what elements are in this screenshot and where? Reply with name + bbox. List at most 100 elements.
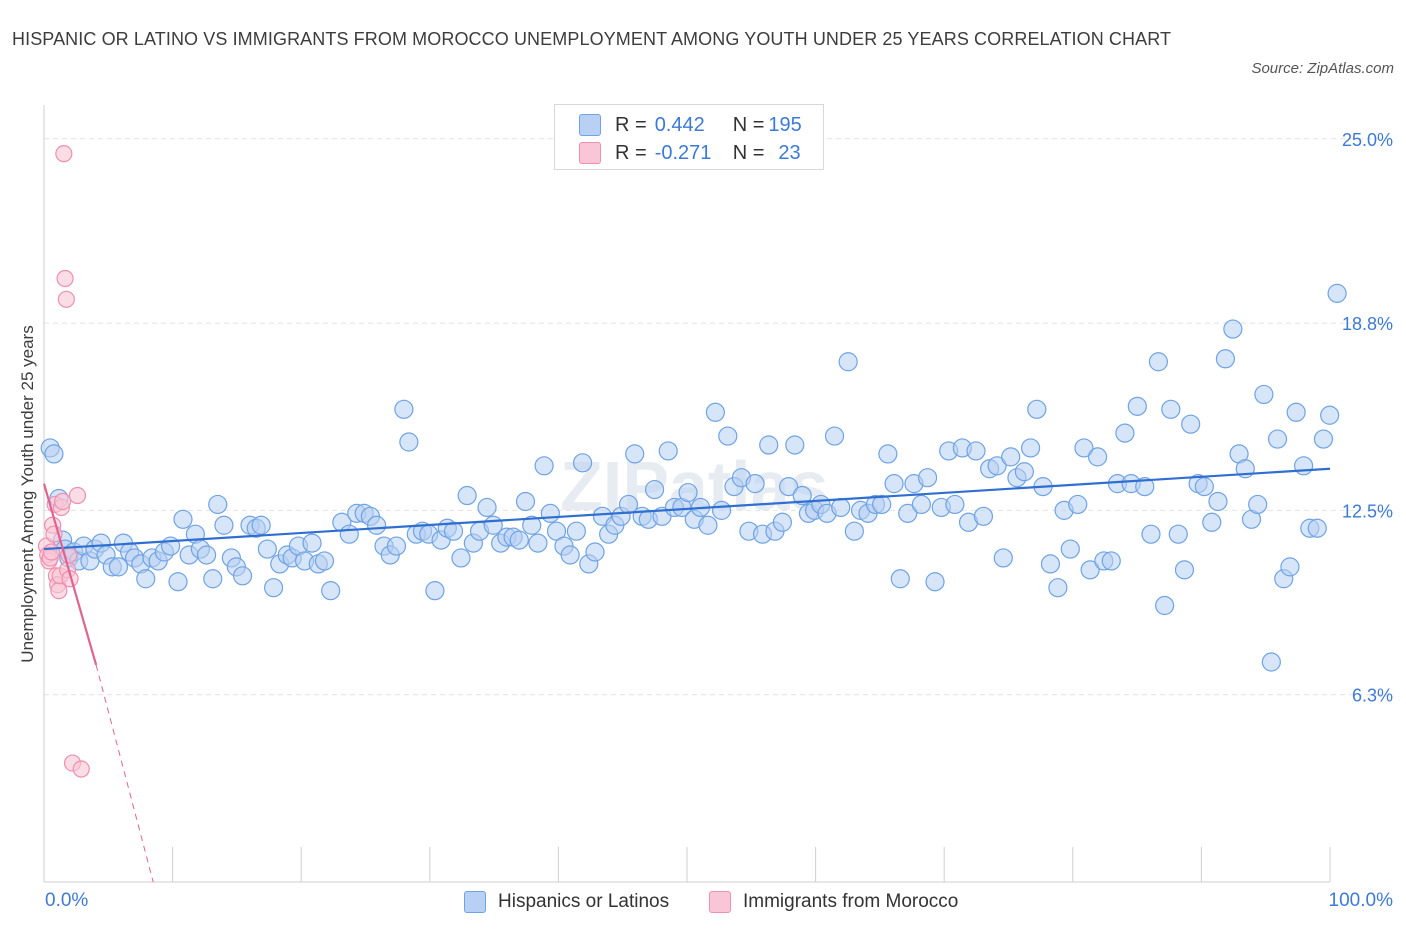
grid-lines <box>44 138 1394 696</box>
legend-item-hispanics: Hispanics or Latinos <box>464 888 669 916</box>
data-point-hispanics <box>386 536 407 556</box>
data-point-hispanics <box>451 548 471 568</box>
data-point-hispanics <box>1194 477 1214 497</box>
data-point-hispanics <box>1014 462 1034 482</box>
data-point-morocco <box>42 543 61 561</box>
data-point-hispanics <box>457 485 477 506</box>
x-tick-label-min: 0.0% <box>45 890 89 911</box>
data-point-morocco <box>55 145 73 163</box>
data-point-hispanics <box>214 515 234 535</box>
legend-swatch-pink <box>579 142 601 164</box>
y-tick-label: 6.3% <box>1352 686 1393 706</box>
data-point-hispanics <box>1248 494 1268 515</box>
series-hispanics-points <box>40 283 1347 672</box>
data-point-hispanics <box>884 474 904 494</box>
data-point-hispanics <box>1181 414 1201 434</box>
data-point-hispanics <box>136 569 156 589</box>
data-point-hispanics <box>257 539 277 559</box>
data-point-hispanics <box>108 557 129 577</box>
data-point-hispanics <box>399 432 419 452</box>
data-point-hispanics <box>1174 560 1195 580</box>
data-point-hispanics <box>792 485 812 506</box>
data-point-hispanics <box>1115 423 1135 443</box>
data-point-hispanics <box>993 548 1013 568</box>
data-point-hispanics <box>1048 578 1068 598</box>
data-point-hispanics <box>772 512 792 532</box>
data-point-hispanics <box>658 441 678 461</box>
legend-r-value: 0.442 <box>654 113 705 136</box>
legend-label-hispanics: Hispanics or Latinos <box>498 891 670 912</box>
data-point-hispanics <box>759 435 779 455</box>
series-morocco-points <box>37 145 90 778</box>
data-point-hispanics <box>778 477 799 497</box>
data-point-hispanics <box>644 479 665 500</box>
data-point-hispanics <box>1208 491 1228 512</box>
data-point-hispanics <box>890 569 910 589</box>
data-point-hispanics <box>1307 518 1327 538</box>
legend-r-label: R = <box>615 141 647 164</box>
data-point-hispanics <box>509 530 529 550</box>
data-point-hispanics <box>1294 456 1314 476</box>
trend-line-morocco <box>42 483 98 666</box>
data-point-hispanics <box>1074 438 1094 458</box>
data-point-hispanics <box>1020 438 1041 458</box>
data-point-hispanics <box>477 497 497 518</box>
data-point-hispanics <box>1280 557 1300 577</box>
data-point-hispanics <box>1141 524 1161 544</box>
legend-swatch-blue <box>464 891 486 913</box>
data-point-hispanics <box>711 500 732 520</box>
data-point-hispanics <box>522 515 542 535</box>
data-point-hispanics <box>1068 494 1088 515</box>
trend-line-morocco-extension <box>95 664 154 883</box>
data-point-morocco <box>54 492 72 511</box>
data-point-hispanics <box>698 515 718 535</box>
legend-n-label: N = <box>732 141 765 164</box>
legend-n-label: N = <box>732 113 765 136</box>
data-point-hispanics <box>302 533 322 553</box>
data-point-hispanics <box>831 497 851 518</box>
data-point-hispanics <box>251 515 271 535</box>
data-point-hispanics <box>844 521 864 541</box>
legend-item-morocco: Immigrants from Morocco <box>709 888 958 916</box>
data-point-hispanics <box>824 426 845 446</box>
data-point-hispanics <box>196 545 217 565</box>
data-point-hispanics <box>1001 447 1021 467</box>
data-point-morocco <box>68 486 87 505</box>
legend-r-value: -0.271 <box>654 141 712 164</box>
data-point-hispanics <box>678 482 698 503</box>
data-point-hispanics <box>1327 283 1347 303</box>
data-point-hispanics <box>314 551 335 571</box>
data-point-hispanics <box>745 474 765 494</box>
data-point-hispanics <box>911 494 931 515</box>
data-point-hispanics <box>1215 349 1236 369</box>
data-point-hispanics <box>1313 429 1334 449</box>
series-legend: 0.0% Hispanics or Latinos Immigrants fro… <box>0 888 1406 916</box>
data-point-hispanics <box>898 503 918 523</box>
correlation-legend: R = 0.442 N = 195 R = -0.271 N = 23 <box>554 104 824 170</box>
data-point-hispanics <box>321 581 341 601</box>
data-point-morocco <box>57 290 75 308</box>
data-point-hispanics <box>1261 652 1281 672</box>
data-point-hispanics <box>443 521 464 541</box>
data-point-hispanics <box>966 441 986 461</box>
y-tick-labels: 6.3% 12.5% 18.8% 25.0% <box>1342 130 1393 706</box>
legend-row-pink: R = -0.271 N = 23 <box>579 139 801 167</box>
axes <box>43 105 1331 883</box>
data-point-hispanics <box>878 444 898 464</box>
x-tick-label-max: 100.0% <box>1328 890 1393 911</box>
data-point-hispanics <box>1155 595 1175 616</box>
data-point-hispanics <box>705 402 725 422</box>
data-point-morocco <box>72 760 90 778</box>
data-point-hispanics <box>528 533 548 553</box>
trend-lines <box>42 467 1331 883</box>
source-label: Source: ZipAtlas.com <box>1251 60 1394 77</box>
data-point-hispanics <box>44 444 64 464</box>
legend-r-label: R = <box>615 113 647 136</box>
data-point-hispanics <box>339 524 359 544</box>
data-point-hispanics <box>1148 352 1169 372</box>
y-tick-label: 25.0% <box>1342 130 1393 150</box>
data-point-hispanics <box>560 545 580 565</box>
legend-row-blue: R = 0.442 N = 195 <box>579 111 802 139</box>
data-point-hispanics <box>1135 477 1155 497</box>
